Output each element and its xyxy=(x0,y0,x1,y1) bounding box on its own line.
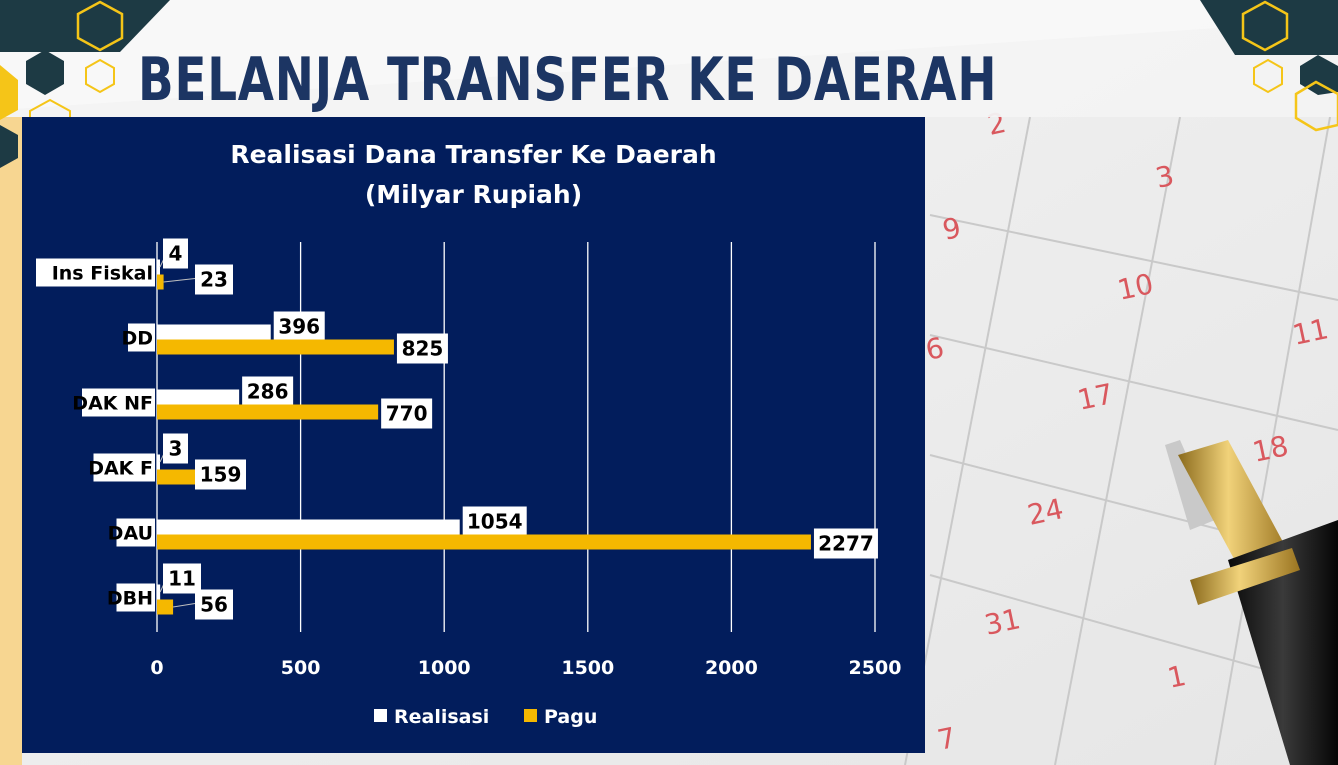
svg-text:56: 56 xyxy=(200,593,228,617)
data-label: 286 xyxy=(242,376,294,407)
data-label: 56 xyxy=(173,589,233,620)
legend-swatch xyxy=(524,709,537,722)
pen xyxy=(1165,440,1338,765)
data-label: 2277 xyxy=(813,528,878,559)
x-tick-label: 1000 xyxy=(418,657,471,679)
hexagon-outline-icon xyxy=(76,0,124,52)
legend-item: Pagu xyxy=(524,706,597,728)
bar-realisasi xyxy=(157,519,460,535)
hexagon-outline-right-icon xyxy=(1241,0,1289,52)
legend-item: Realisasi xyxy=(374,706,489,728)
hexagon-outline-small-icon xyxy=(85,58,115,94)
svg-text:1054: 1054 xyxy=(467,510,523,534)
data-label: 4 xyxy=(159,238,188,269)
svg-text:2277: 2277 xyxy=(818,532,874,556)
data-label: 11 xyxy=(159,563,201,594)
svg-text:DBH: DBH xyxy=(107,588,153,610)
calendar-day-number: 31 xyxy=(982,602,1024,642)
data-label: 825 xyxy=(396,333,448,364)
data-label: 3 xyxy=(159,433,188,464)
x-tick-label: 2500 xyxy=(849,657,902,679)
calendar-day-number: 18 xyxy=(1250,429,1292,469)
bar-realisasi xyxy=(157,584,161,600)
svg-text:Ins Fiskal: Ins Fiskal xyxy=(52,263,153,285)
svg-text:4: 4 xyxy=(169,242,183,266)
slide-title: BELANJA TRANSFER KE DAERAH xyxy=(138,45,998,115)
category-label: DAK F xyxy=(88,453,155,482)
chart-subtitle: (Milyar Rupiah) xyxy=(364,180,583,209)
data-label: 23 xyxy=(163,264,233,295)
data-label: 396 xyxy=(273,311,325,342)
svg-text:159: 159 xyxy=(200,463,242,487)
svg-text:286: 286 xyxy=(247,380,289,404)
bar-pagu xyxy=(157,404,379,420)
calendar-day-number: 11 xyxy=(1290,312,1332,352)
x-tick-label: 500 xyxy=(281,657,321,679)
calendar-day-number: 10 xyxy=(1115,267,1157,307)
svg-text:DAK F: DAK F xyxy=(88,458,153,480)
hexagon-outline-lower-right-icon xyxy=(1294,80,1338,132)
svg-text:DAU: DAU xyxy=(108,523,153,545)
svg-text:3: 3 xyxy=(169,437,183,461)
hexagon-outline-small-right-icon xyxy=(1253,58,1283,94)
svg-text:Pagu: Pagu xyxy=(544,706,597,728)
x-tick-label: 2000 xyxy=(705,657,758,679)
svg-text:DAK NF: DAK NF xyxy=(72,393,153,415)
bar-pagu xyxy=(157,599,174,615)
calendar-grid xyxy=(904,116,1338,765)
bar-realisasi xyxy=(157,324,271,340)
svg-text:396: 396 xyxy=(278,315,320,339)
legend-swatch xyxy=(374,709,387,722)
svg-text:Realisasi: Realisasi xyxy=(394,706,489,728)
category-label: DAU xyxy=(108,518,155,547)
hexagon-solid-icon xyxy=(26,50,64,95)
bar-realisasi xyxy=(157,454,160,470)
bar-pagu xyxy=(157,339,394,355)
calendar-day-number: 17 xyxy=(1075,377,1117,417)
top-left-corner-shape xyxy=(0,0,170,52)
category-label: DAK NF xyxy=(72,388,155,417)
svg-text:825: 825 xyxy=(402,337,444,361)
svg-text:23: 23 xyxy=(200,268,228,292)
svg-text:DD: DD xyxy=(121,328,153,350)
bar-chart: 0 500 1000 1500 2000 2500 Ins Fiskal 4 23 DD 396 82… xyxy=(36,238,902,728)
data-label: 1054 xyxy=(462,506,527,537)
x-tick-label: 0 xyxy=(150,657,163,679)
category-label: DBH xyxy=(107,583,155,612)
bar-pagu xyxy=(157,469,203,485)
x-tick-label: 1500 xyxy=(561,657,614,679)
bar-pagu xyxy=(157,274,164,290)
calendar-day-number: 24 xyxy=(1025,492,1067,532)
chart-panel: Realisasi Dana Transfer Ke Daerah (Milya… xyxy=(22,117,925,753)
chart-title: Realisasi Dana Transfer Ke Daerah xyxy=(230,140,717,169)
category-label: Ins Fiskal xyxy=(36,258,155,287)
data-label: 159 xyxy=(194,459,246,490)
bar-realisasi xyxy=(157,259,160,275)
bar-pagu xyxy=(157,534,811,550)
svg-text:770: 770 xyxy=(386,402,428,426)
svg-text:11: 11 xyxy=(168,567,196,591)
bar-realisasi xyxy=(157,389,240,405)
category-label: DD xyxy=(121,323,155,352)
top-right-corner-shape xyxy=(1200,0,1338,55)
data-label: 770 xyxy=(381,398,433,429)
